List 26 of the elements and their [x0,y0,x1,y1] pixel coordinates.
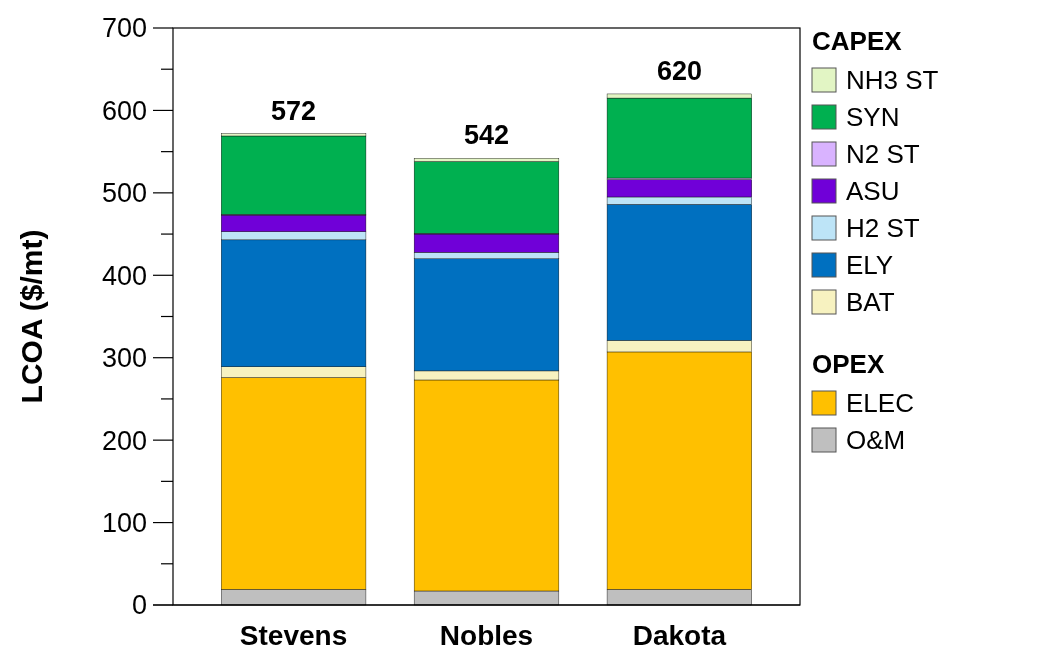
legend-label: H2 ST [846,213,920,243]
y-tick-label: 0 [131,590,147,621]
legend-label: ELY [846,250,894,280]
y-tick-label: 100 [101,508,147,539]
y-tick-label: 400 [101,260,147,291]
legend-label: ELEC [846,388,914,418]
legend-label: NH3 ST [846,65,939,95]
legend-label: BAT [846,287,895,317]
y-tick-label: 300 [101,343,147,374]
x-tick-label: Stevens [239,620,348,651]
total-label: 542 [463,120,510,151]
y-tick-label: 500 [101,178,147,209]
y-axis-title: LCOA ($/mt) [15,229,48,404]
legend-label: SYN [846,102,900,132]
y-tick-label: 700 [101,13,147,44]
legend-label: N2 ST [846,139,920,169]
y-tick-label: 200 [101,425,147,456]
x-tick-label: Dakota [632,620,727,651]
legend-label: ASU [846,176,900,206]
total-label: 572 [271,95,317,126]
text: OPEX [812,349,885,379]
legend-label: O&M [846,425,906,455]
x-tick-label: Nobles [439,620,534,651]
total-label: 620 [656,55,702,86]
text: CAPEX [812,26,903,56]
y-tick-label: 600 [101,95,147,126]
